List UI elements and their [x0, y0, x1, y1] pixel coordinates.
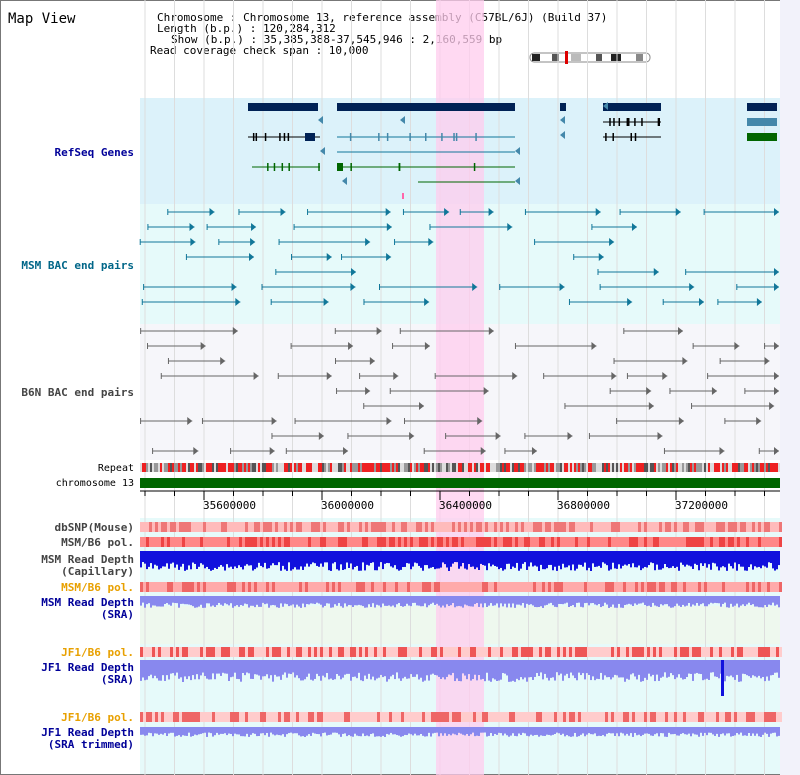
track-label-jf1-depth-trim-sub: (SRA trimmed): [48, 738, 134, 751]
refseq-genes[interactable]: [248, 103, 777, 199]
read-depth-histograms[interactable]: [140, 551, 780, 737]
gene-block[interactable]: [747, 118, 777, 126]
track-label-jf1-depth-sra: JF1 Read Depth: [41, 661, 134, 674]
track-label-msm-depth-cap-sub: (Capillary): [61, 565, 134, 578]
track-label-dbsnp: dbSNP(Mouse): [55, 521, 134, 534]
info-coverage-span: Read coverage check span : 10,000: [150, 44, 369, 57]
highlight-region[interactable]: [436, 0, 484, 775]
gene-block[interactable]: [747, 103, 777, 111]
ideogram-position-marker: [565, 51, 568, 64]
gene-block[interactable]: [560, 103, 566, 111]
gene-block[interactable]: [337, 103, 515, 111]
ruler-tick-label: 37200000: [675, 499, 728, 512]
polymorphism-strips[interactable]: [140, 522, 782, 722]
track-label-jf1-depth-trim: JF1 Read Depth: [41, 726, 134, 739]
track-label-msm-b6-pol-2: MSM/B6 pol.: [61, 581, 134, 594]
track-label-msm-depth-sra: MSM Read Depth: [41, 596, 134, 609]
chromosome-bar[interactable]: [140, 478, 780, 488]
msm-bac-end-pairs[interactable]: [139, 208, 779, 306]
ruler-tick-label: 36000000: [321, 499, 374, 512]
gene-block[interactable]: [747, 133, 777, 141]
track-label-jf1-depth-sra-sub: (SRA): [101, 673, 134, 686]
b6n-bac-end-pairs[interactable]: [140, 327, 779, 455]
track-label-msm-depth-sra-sub: (SRA): [101, 608, 134, 621]
track-label-refseq: RefSeq Genes: [55, 146, 134, 159]
track-labels: RefSeq Genes MSM BAC end pairs B6N BAC e…: [21, 146, 134, 751]
gene-block[interactable]: [248, 103, 318, 111]
ruler-tick-label: 35600000: [203, 499, 256, 512]
track-label-chromosome: chromosome 13: [56, 478, 134, 489]
track-label-jf1-b6-pol-2: JF1/B6 pol.: [61, 711, 134, 724]
gene-exon-ticks: [252, 102, 661, 185]
gene-block[interactable]: [603, 103, 661, 111]
track-label-msm-b6-pol: MSM/B6 pol.: [61, 536, 134, 549]
page-title: Map View: [8, 11, 76, 27]
position-ruler: 35600000 36000000 36400000 36800000 3720…: [140, 490, 780, 512]
info-length: Length (b.p.) : 120,284,312: [157, 22, 336, 35]
chromosome-ideogram[interactable]: [529, 51, 651, 64]
info-show: Show (b.p.) : 35,385,388-37,545,946 : 2,…: [171, 33, 502, 46]
track-label-repeat: Repeat: [98, 463, 134, 474]
ruler-tick-label: 36400000: [439, 499, 492, 512]
track-label-msm-depth-cap: MSM Read Depth: [41, 553, 134, 566]
track-label-b6n-bac: B6N BAC end pairs: [21, 386, 134, 399]
info-chromosome: Chromosome : Chromosome 13, reference as…: [157, 11, 607, 24]
repeat-track[interactable]: [140, 463, 780, 472]
ruler-tick-label: 36800000: [557, 499, 610, 512]
track-label-jf1-b6-pol: JF1/B6 pol.: [61, 646, 134, 659]
track-label-msm-bac: MSM BAC end pairs: [21, 259, 134, 272]
